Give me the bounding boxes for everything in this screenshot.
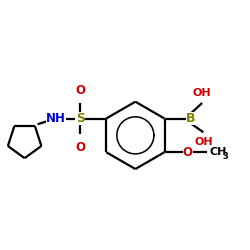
Text: 3: 3 <box>223 152 228 161</box>
Text: OH: OH <box>194 137 213 147</box>
Text: B: B <box>186 112 195 125</box>
Text: O: O <box>183 146 193 159</box>
Text: O: O <box>75 84 85 96</box>
Text: S: S <box>76 112 85 125</box>
Text: OH: OH <box>193 88 212 98</box>
Text: NH: NH <box>46 112 66 125</box>
Text: CH: CH <box>210 147 227 157</box>
Text: O: O <box>75 140 85 153</box>
